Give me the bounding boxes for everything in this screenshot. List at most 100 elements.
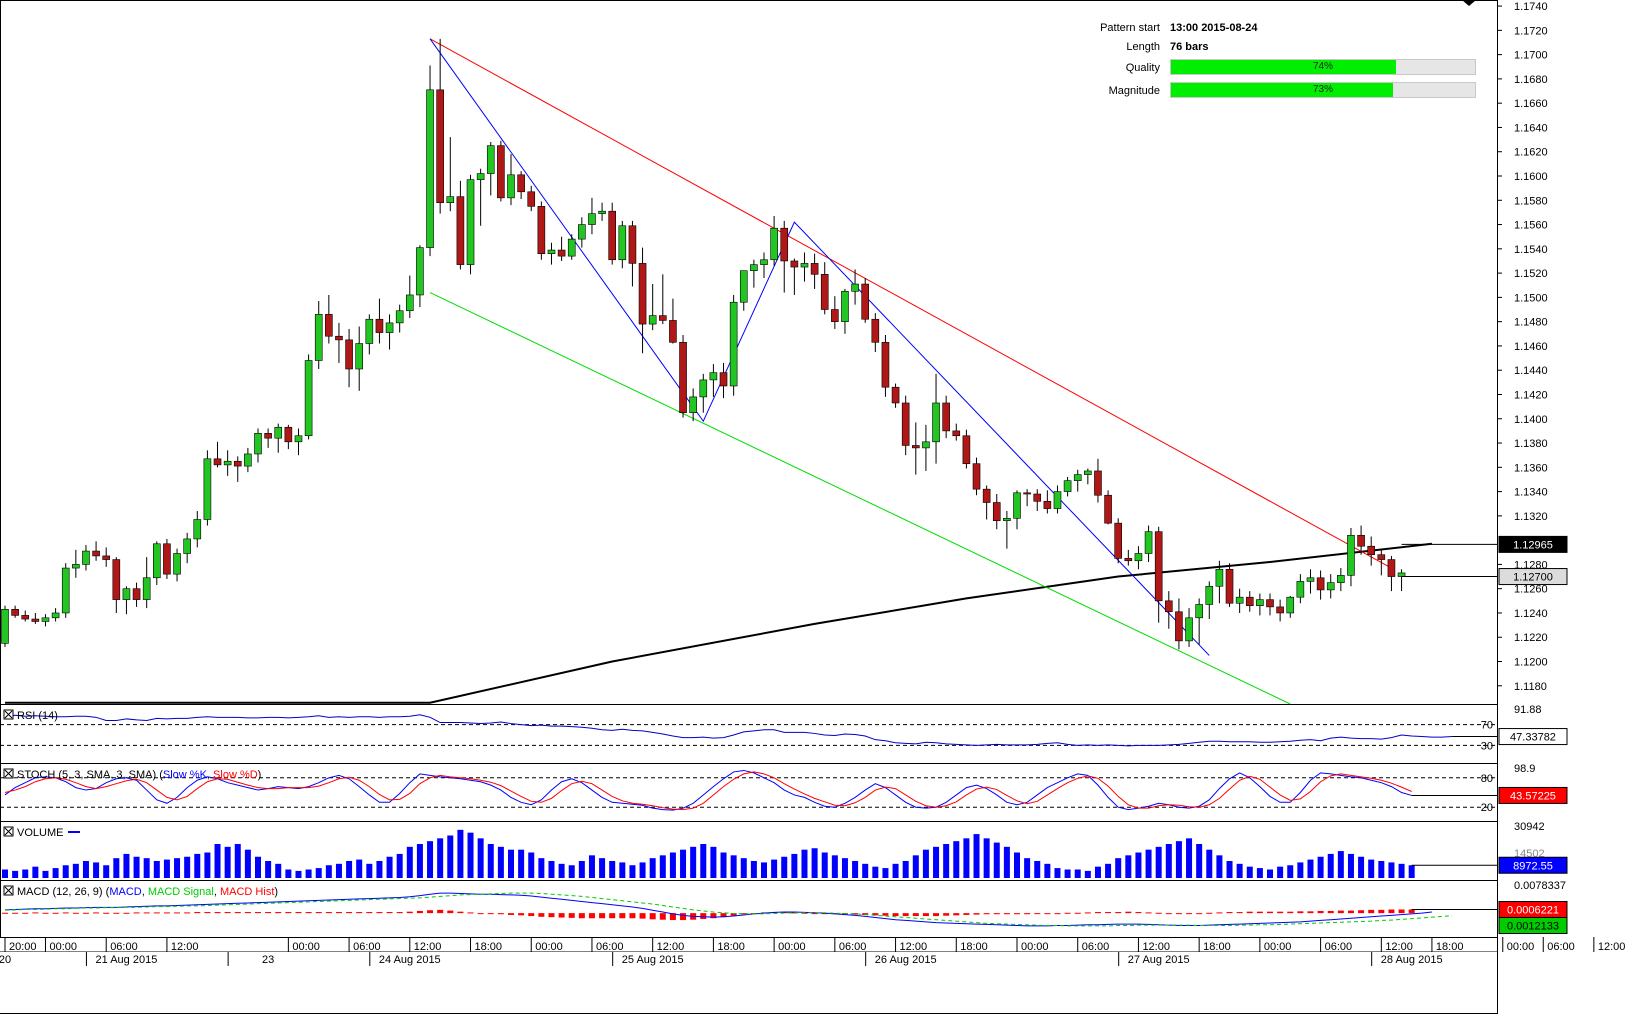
volume-bar — [244, 849, 251, 878]
macd-hist-bar — [578, 913, 585, 919]
macd-hist-bar — [1256, 911, 1263, 914]
bullish-candle — [588, 213, 596, 225]
bullish-candle — [1235, 596, 1244, 604]
volume-bar — [1327, 853, 1334, 878]
macd-hist-bar — [153, 912, 160, 914]
bearish-candle — [952, 430, 961, 437]
volume-bar — [1347, 853, 1354, 878]
macd-hist-bar — [983, 913, 990, 915]
bullish-candle — [618, 225, 627, 261]
macd-hist-bar — [1347, 910, 1354, 914]
volume-bar — [416, 844, 423, 878]
time-tick-label: 00:00 — [1507, 941, 1535, 953]
bullish-candle — [1185, 617, 1193, 642]
bullish-candle — [1013, 492, 1021, 519]
macd-hist-bar — [416, 910, 423, 914]
volume-bar — [750, 861, 757, 878]
stoch-title-part: Slow %K — [163, 769, 208, 781]
price-tick-label: 1.1260 — [1514, 584, 1548, 596]
bearish-candle — [1033, 493, 1042, 502]
macd-hist-bar — [781, 912, 788, 914]
volume-bar — [821, 852, 828, 878]
macd-hist-bar — [659, 913, 666, 920]
date-tick-label: 27 Aug 2015 — [1128, 954, 1190, 966]
macd-hist-bar — [325, 912, 332, 914]
macd-title: MACD (12, 26, 9) (MACD, MACD Signal, MAC… — [17, 886, 278, 898]
time-tick-label: 00:00 — [535, 941, 563, 953]
volume-bar — [204, 852, 211, 878]
macd-hist-bar — [599, 913, 606, 919]
quality-label: Quality — [1125, 62, 1160, 74]
time-tick-label: 00:00 — [778, 941, 806, 953]
volume-bar — [1145, 849, 1152, 878]
bearish-candle — [456, 196, 465, 265]
volume-bar — [1094, 866, 1101, 878]
magnitude-row: Magnitude 73% — [1060, 82, 1480, 103]
macd-hist-bar — [680, 913, 687, 921]
macd-hist-bar — [1186, 913, 1193, 915]
stoch-title: STOCH (5, 3, SMA, 3, SMA) (Slow %K, Slow… — [17, 769, 261, 781]
bearish-candle — [11, 609, 19, 616]
time-tick-label: 18:00 — [1436, 941, 1464, 953]
bearish-candle — [679, 341, 687, 413]
bearish-candle — [1043, 500, 1052, 509]
time-tick-label: 12:00 — [171, 941, 199, 953]
date-tick-label: 26 Aug 2015 — [875, 954, 937, 966]
macd-hist-bar — [902, 913, 909, 917]
volume-bar — [12, 870, 19, 878]
volume-bar — [386, 856, 393, 878]
volume-bar — [42, 870, 49, 878]
price-tick-label: 1.1420 — [1514, 389, 1548, 401]
quality-value: 74% — [1312, 61, 1333, 72]
macd-signal-line — [4, 892, 1453, 927]
bearish-candle — [608, 210, 617, 261]
volume-bar — [943, 844, 950, 878]
macd-hist-bar — [204, 912, 211, 914]
bearish-candle — [1377, 554, 1386, 560]
macd-hist-bar — [1074, 912, 1081, 914]
macd-hist-bar — [113, 912, 120, 914]
bullish-candle — [304, 360, 313, 437]
macd-hist-bar — [133, 912, 140, 914]
bearish-candle — [325, 314, 333, 337]
bearish-candle — [1225, 568, 1234, 604]
volume-bar — [599, 858, 606, 878]
macd-hist-bar — [700, 913, 707, 919]
price-tick-label: 1.1740 — [1514, 1, 1548, 13]
chart-frame — [0, 0, 1498, 938]
bearish-candle — [871, 318, 880, 343]
volume-bar — [1206, 849, 1213, 878]
bearish-candle — [790, 260, 799, 268]
bearish-candle — [1124, 558, 1133, 562]
bullish-candle — [1144, 531, 1153, 554]
vol-title: VOLUME — [17, 827, 63, 839]
macd-hist-bar — [538, 913, 545, 917]
volume-bar — [811, 848, 818, 878]
bullish-candle — [82, 550, 90, 565]
macd-hist-bar — [305, 912, 312, 914]
macd-hist-bar — [214, 912, 221, 914]
macd-hist-bar — [184, 912, 191, 914]
volume-bar — [1024, 858, 1031, 878]
macd-hist-bar — [356, 912, 363, 914]
macd-hist-bar — [548, 913, 555, 918]
bullish-candle — [1397, 572, 1406, 577]
volume-bar — [841, 858, 848, 878]
time-tick-label: 12:00 — [900, 941, 928, 953]
volume-bar — [730, 855, 737, 878]
macd-hist-bar — [2, 912, 8, 914]
macd-top-label: 0.0078337 — [1514, 880, 1566, 892]
volume-bar — [740, 858, 747, 878]
stoch-level-label: 20 — [1481, 802, 1493, 814]
volume-bar — [62, 865, 69, 878]
macd-hist-bar — [1094, 912, 1101, 914]
pattern-start-label: Pattern start — [1100, 22, 1160, 34]
price-tick-label: 1.1720 — [1514, 25, 1548, 37]
date-tick-label: 23 — [262, 954, 274, 966]
volume-bar — [538, 858, 545, 878]
macd-hist-bar — [933, 913, 940, 917]
bullish-candle — [61, 567, 70, 614]
bullish-candle — [1337, 575, 1345, 583]
rsi-title-part: RSI (14) — [17, 710, 58, 722]
volume-bar — [528, 852, 535, 878]
